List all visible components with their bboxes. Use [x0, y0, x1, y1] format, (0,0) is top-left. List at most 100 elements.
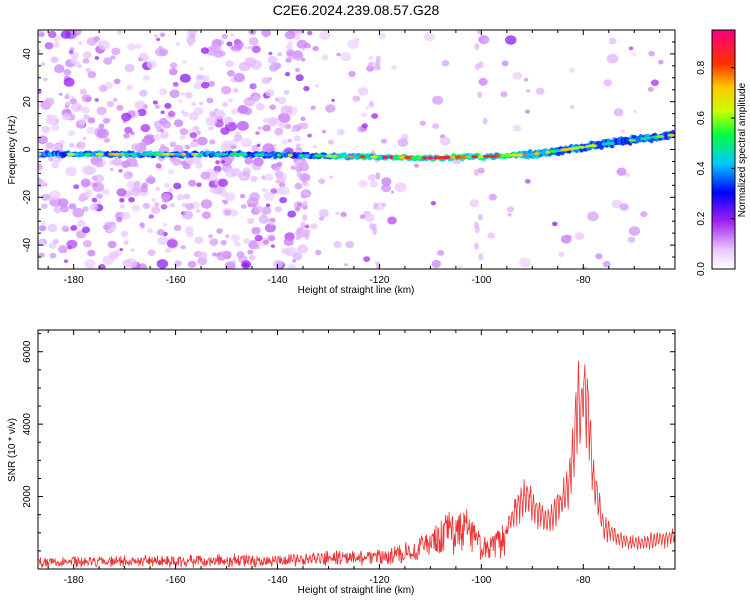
noise-blob [368, 61, 374, 69]
noise-blob [225, 234, 230, 238]
noise-blob [78, 41, 83, 45]
noise-blob [213, 109, 226, 120]
noise-blob [120, 211, 131, 220]
noise-blob [209, 43, 222, 54]
noise-blob [82, 51, 92, 59]
noise-blob [347, 39, 359, 49]
snr-y-tick-label: 4000 [22, 413, 33, 436]
noise-blob [290, 165, 296, 170]
spectrogram-y-tick-label: -40 [22, 237, 33, 252]
noise-blob [159, 88, 168, 96]
noise-blob [243, 262, 250, 268]
noise-blob [112, 157, 123, 167]
noise-blob [473, 169, 479, 176]
noise-blob [113, 78, 121, 85]
noise-blob [65, 166, 77, 177]
ridge-core [404, 155, 412, 160]
spectrogram-x-tick-label: -180 [64, 275, 84, 286]
noise-blob [199, 66, 204, 71]
spectrogram-y-tick-label: -20 [22, 190, 33, 205]
noise-blob [148, 174, 153, 179]
noise-blob [608, 37, 617, 45]
spectrogram-y-label: Frequency (Hz) [7, 116, 18, 185]
noise-blob [294, 206, 301, 212]
noise-blob [173, 224, 182, 231]
noise-blob [77, 220, 86, 228]
ridge-core [411, 156, 416, 160]
noise-blob [506, 206, 515, 213]
noise-blob [558, 252, 565, 257]
noise-blob [119, 197, 125, 203]
ridge-core [516, 153, 524, 157]
noise-blob [169, 89, 180, 98]
ridge-core [181, 152, 187, 156]
noise-blob [321, 129, 326, 134]
noise-blob [312, 45, 319, 52]
noise-blob [201, 81, 210, 89]
noise-blob [369, 180, 378, 188]
ridge-core [443, 155, 451, 160]
noise-blob [146, 60, 157, 69]
noise-blob [95, 160, 104, 168]
ridge-core [173, 152, 184, 156]
noise-blob [53, 206, 62, 214]
noise-blob [469, 199, 480, 208]
noise-blob [120, 230, 129, 237]
ridge-core [129, 152, 137, 156]
snr-x-tick-label: -100 [471, 575, 491, 586]
noise-blob [318, 216, 325, 221]
noise-blob [49, 252, 57, 259]
noise-blob [230, 234, 240, 242]
noise-blob [505, 35, 517, 45]
noise-blob [269, 117, 279, 126]
noise-blob [274, 206, 283, 213]
noise-blob [325, 104, 336, 113]
noise-blob [606, 53, 619, 64]
noise-blob [252, 94, 260, 101]
noise-blob [119, 248, 124, 251]
noise-blob [98, 123, 105, 129]
noise-blob [371, 223, 377, 231]
noise-blob [658, 59, 664, 65]
noise-blob [96, 193, 103, 199]
noise-blob [292, 259, 297, 263]
spectrogram-x-tick-label: -100 [471, 275, 491, 286]
noise-blob [216, 252, 222, 257]
noise-blob [512, 71, 523, 80]
noise-blob [507, 213, 512, 217]
noise-blob [251, 227, 261, 235]
noise-blob [169, 203, 175, 208]
noise-blob [248, 254, 256, 261]
noise-blob [179, 128, 189, 136]
noise-blob [86, 126, 96, 135]
noise-blob [175, 41, 181, 47]
ridge-core [526, 152, 537, 156]
figure-title: C2E6.2024.239.08.57.G28 [272, 2, 440, 18]
noise-blob [221, 102, 228, 107]
noise-blob [38, 252, 45, 258]
noise-blob [193, 138, 198, 142]
noise-blob [256, 246, 261, 250]
ridge-core [190, 152, 200, 156]
noise-blob [134, 100, 145, 110]
noise-blob [261, 30, 271, 38]
noise-blob [63, 77, 75, 87]
ridge-core [253, 153, 260, 157]
noise-blob [611, 199, 623, 209]
noise-blob [302, 178, 307, 186]
noise-blob [297, 227, 303, 234]
noise-blob [394, 182, 407, 193]
noise-blob [87, 117, 96, 124]
ridge-core [388, 155, 394, 159]
noise-blob [240, 204, 247, 209]
colorbar-tick-label: 0.6 [696, 111, 707, 125]
noise-blob [147, 249, 156, 256]
noise-blob [620, 129, 626, 134]
noise-blob [38, 49, 41, 53]
noise-blob [365, 106, 370, 110]
noise-blob [147, 228, 153, 234]
noise-blob [284, 72, 291, 77]
noise-blob [238, 171, 250, 181]
noise-blob [251, 84, 257, 88]
noise-blob [45, 142, 54, 149]
